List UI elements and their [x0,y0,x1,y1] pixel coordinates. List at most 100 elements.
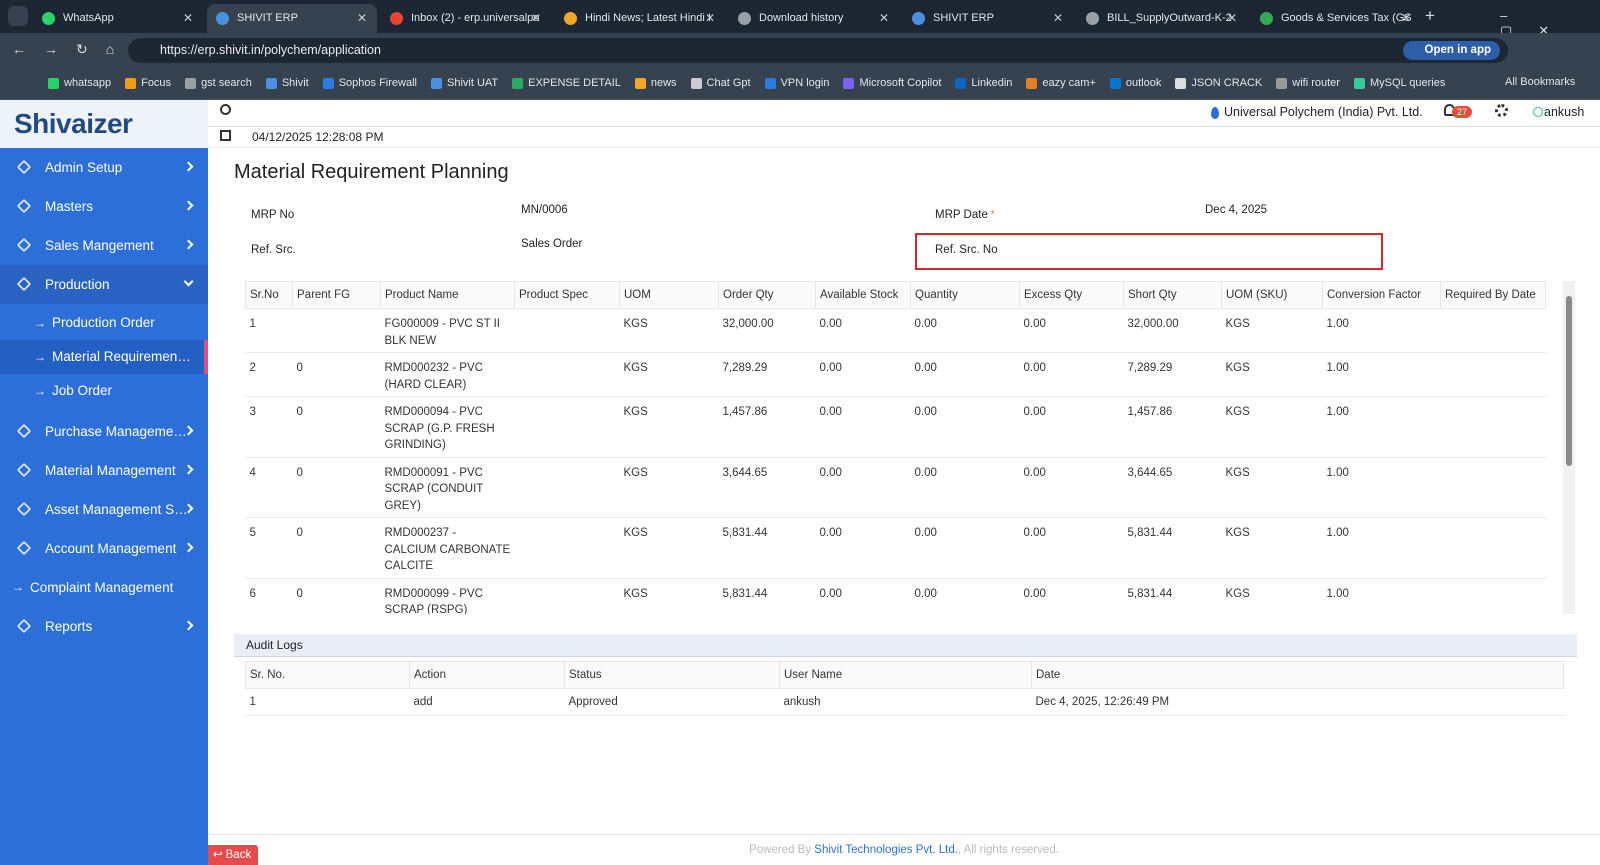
menu-item[interactable]: Purchase Manageme… [0,412,208,451]
header-row: Sr. No. Action Status User Name Date [245,661,1564,689]
menu-item[interactable]: Asset Management S… [0,490,208,529]
tab-close[interactable]: ✕ [704,11,715,25]
column-header: Required By Date [1440,281,1546,309]
menu-item[interactable]: → Complaint Management [0,568,208,607]
bookmark[interactable]: Focus [125,77,171,89]
url-field[interactable]: https://erp.shivit.in/polychem/applicati… [128,38,1508,63]
back-button[interactable]: ↩ Back [208,845,259,865]
bookmark[interactable]: Microsoft Copilot [843,77,941,89]
tab-close[interactable]: ✕ [182,11,193,25]
bookmark[interactable]: MySQL queries [1353,77,1445,89]
bookmark[interactable]: VPN login [764,77,829,89]
table-cell: RMD000099 - PVC SCRAP (RSPG) [380,578,515,614]
bookmark[interactable]: wifi router [1276,77,1340,89]
field-label: MRP Date * [935,209,995,221]
menu-item[interactable]: Account Management [0,529,208,568]
table-cell: ankush [779,688,1032,716]
tab-icon [42,12,55,25]
tab-close[interactable]: ✕ [530,11,541,25]
required-mark: * [990,209,995,219]
open-in-app[interactable]: Open in app [1402,41,1500,60]
bookmark[interactable]: whatsapp [48,77,111,89]
table-cell: 4 [245,457,293,518]
bookmark[interactable]: Linkedin [955,77,1012,89]
menu-item[interactable]: Reports [0,607,208,646]
browser-tab[interactable]: BILL_SupplyOutward-K-2 ✕ [1077,4,1247,33]
field-label: Ref. Src. [251,244,296,256]
table-cell: 0 [292,457,381,518]
submenu-item[interactable]: → Job Order [0,374,208,408]
menu-item[interactable]: Sales Mangement [0,226,208,265]
user-name[interactable]: ankush [1544,105,1585,119]
scroll-thumb[interactable] [1566,296,1572,466]
browser-tab[interactable]: WhatsApp ✕ [33,4,203,33]
table-cell: KGS [619,517,719,579]
menu-item[interactable]: Material Management [0,451,208,490]
highlight-box [915,233,1383,270]
column-header: Quantity [910,281,1020,309]
submenu-arrow: → [34,350,46,364]
bookmark-icon [48,77,59,89]
fullscreen-icon[interactable] [220,130,231,141]
table-cell: 1.00 [1322,308,1441,353]
table-row: 4 0 RMD000091 - PVC SCRAP (CONDUIT GREY) KG… [245,457,1546,518]
menu-item[interactable]: Production [0,265,208,304]
powered-by: Powered By [749,844,812,856]
column-header: Conversion Factor [1322,281,1441,309]
all-bookmarks[interactable]: All Bookmarks [1505,76,1576,88]
table-cell: 0.00 [815,578,911,614]
browser-tab[interactable]: SHIVIT ERP ✕ [903,4,1073,33]
bookmark[interactable]: gst search [185,77,252,89]
menu-label: Asset Management S… [45,502,188,517]
bookmark[interactable]: eazy cam+ [1026,77,1096,89]
tab-close[interactable]: ✕ [1052,11,1063,25]
tab-close[interactable]: ✕ [356,11,367,25]
bookmark[interactable]: Shivit [265,77,309,89]
table-cell: 0 [292,396,381,458]
menu-label: Account Management [45,541,177,556]
submenu-item[interactable]: → Material Requiremen… [0,340,208,374]
bookmark[interactable]: Chat Gpt [690,77,751,89]
menu-icon [16,423,32,439]
browser-tab[interactable]: Inbox (2) - erp.universalpo ✕ [381,4,551,33]
settings-icon[interactable] [1495,104,1508,117]
bookmark-icon [843,77,855,89]
table-cell: Dec 4, 2025, 12:26:49 PM [1031,688,1564,716]
table-row: 6 0 RMD000099 - PVC SCRAP (RSPG) KGS 5,831.4… [245,578,1546,614]
items-table: Sr.No Parent FG Product Name Product Spec UO… [245,281,1546,614]
tab-close[interactable]: ✕ [878,11,889,25]
items-table-wrap: Sr.No Parent FG Product Name Product Spec UO… [245,281,1551,614]
table-cell: add [409,688,565,716]
tab-menu[interactable] [8,6,28,26]
tab-close[interactable]: ✕ [1400,11,1411,25]
bookmark[interactable]: Sophos Firewall [322,77,417,89]
browser-tab[interactable]: SHIVIT ERP ✕ [207,4,377,33]
menu-label: Purchase Manageme… [45,424,187,439]
footer-company[interactable]: Shivit Technologies Pvt. Ltd. [814,844,958,856]
bookmark[interactable]: outlook [1109,77,1161,89]
bookmark[interactable]: Shivit UAT [430,77,498,89]
bookmark-icon [764,77,776,89]
bookmark[interactable]: EXPENSE DETAIL [512,77,621,89]
footer: Powered By Shivit Technologies Pvt. Ltd.… [208,834,1600,865]
bookmark-label: wifi router [1292,77,1340,89]
table-cell: 0 [292,578,381,614]
column-header: User Name [779,661,1032,689]
tab-icon [216,12,229,25]
search-icon[interactable] [220,104,231,115]
tab-close[interactable]: ✕ [1226,11,1237,25]
menu-item[interactable]: Masters [0,187,208,226]
submenu-item[interactable]: → Production Order [0,306,208,340]
bookmark[interactable]: news [634,77,677,89]
browser-tab[interactable]: Download history ✕ [729,4,899,33]
menu-icon [16,462,32,478]
table-cell: 0.00 [910,352,1020,397]
bookmark[interactable]: JSON CRACK [1175,77,1262,89]
company-select[interactable]: Universal Polychem (India) Pvt. Ltd. [1224,105,1423,119]
browser-tab[interactable]: Goods & Services Tax (GS ✕ [1251,4,1421,33]
table-cell: 0.00 [910,457,1020,518]
browser-tab[interactable]: Hindi News; Latest Hindi I ✕ [555,4,725,33]
column-header: UOM [619,281,719,309]
menu-item[interactable]: Admin Setup [0,148,208,187]
new-tab[interactable]: + [1425,6,1435,25]
